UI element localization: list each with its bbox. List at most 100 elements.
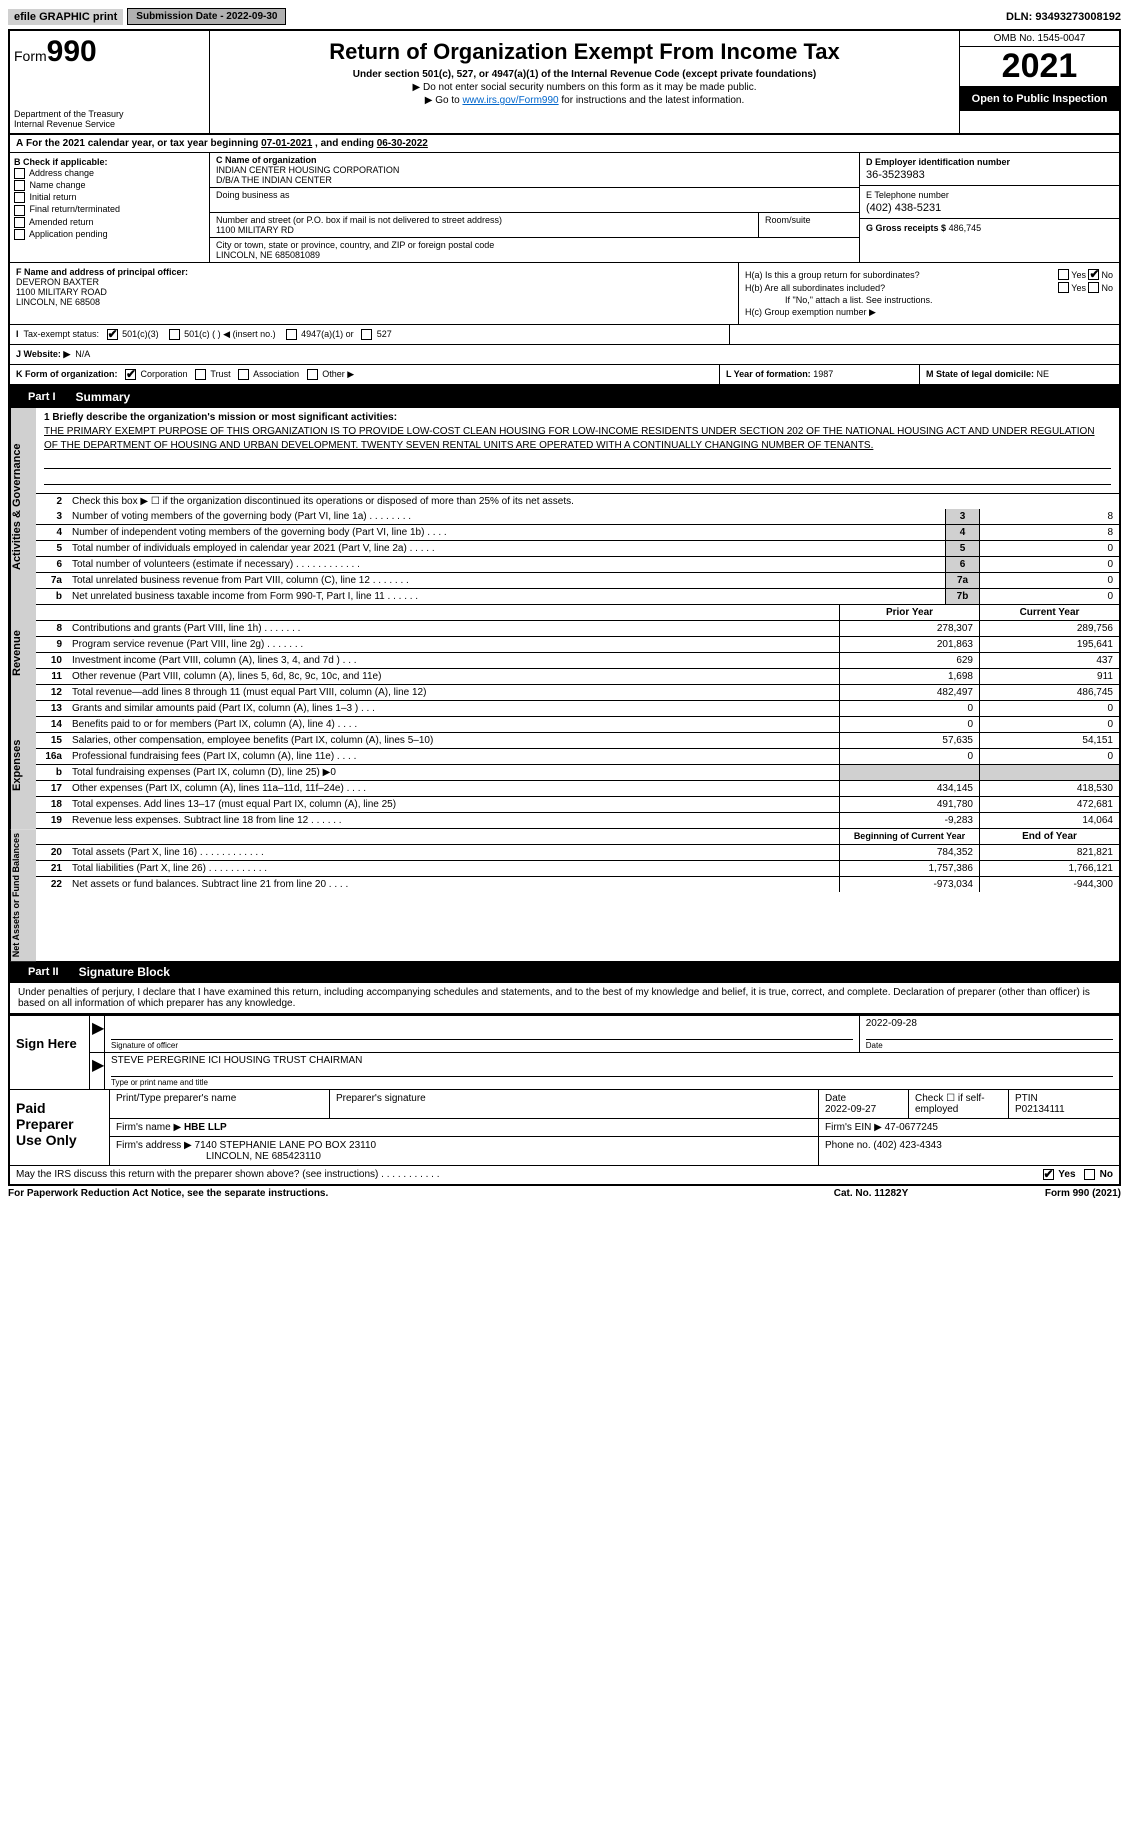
chk-amended[interactable] (14, 217, 25, 228)
vert-netassets: Net Assets or Fund Balances (10, 829, 36, 961)
section-j: J Website: ▶ N/A (10, 345, 1119, 365)
hdr-begin-year: Beginning of Current Year (839, 829, 979, 844)
org-dba: D/B/A THE INDIAN CENTER (216, 175, 853, 185)
chk-initial-return[interactable] (14, 192, 25, 203)
year-formation: 1987 (813, 369, 833, 379)
chk-assoc[interactable] (238, 369, 249, 380)
chk-hb-yes[interactable] (1058, 282, 1069, 293)
section-f: F Name and address of principal officer:… (10, 263, 739, 324)
ein-value: 36-3523983 (866, 169, 1113, 181)
gross-receipts: 486,745 (949, 223, 982, 233)
line13-prior: 0 (839, 701, 979, 716)
line14-curr: 0 (979, 717, 1119, 732)
chk-discuss-yes[interactable] (1043, 1169, 1054, 1180)
officer-name: DEVERON BAXTER (16, 277, 99, 287)
governance-block: Activities & Governance 1 Briefly descri… (10, 408, 1119, 605)
chk-application-pending[interactable] (14, 229, 25, 240)
line10-prior: 629 (839, 653, 979, 668)
line19-curr: 14,064 (979, 813, 1119, 828)
firm-addr1: 7140 STEPHANIE LANE PO BOX 23110 (195, 1140, 377, 1151)
line12-curr: 486,745 (979, 685, 1119, 700)
topbar: efile GRAPHIC print Submission Date - 20… (8, 8, 1121, 25)
dept-label: Department of the Treasury (14, 109, 205, 119)
chk-501c[interactable] (169, 329, 180, 340)
section-b: B Check if applicable: Address change Na… (10, 153, 210, 262)
chk-address-change[interactable] (14, 168, 25, 179)
line20-prior: 784,352 (839, 845, 979, 860)
line5-val: 0 (979, 541, 1119, 556)
line13-curr: 0 (979, 701, 1119, 716)
line8-curr: 289,756 (979, 621, 1119, 636)
chk-501c3[interactable] (107, 329, 118, 340)
line16a-curr: 0 (979, 749, 1119, 764)
form-title: Return of Organization Exempt From Incom… (214, 39, 955, 65)
line10-curr: 437 (979, 653, 1119, 668)
vert-governance: Activities & Governance (10, 408, 36, 605)
declaration-text: Under penalties of perjury, I declare th… (10, 983, 1119, 1014)
chk-other[interactable] (307, 369, 318, 380)
chk-trust[interactable] (195, 369, 206, 380)
org-name: INDIAN CENTER HOUSING CORPORATION (216, 165, 853, 175)
line20-curr: 821,821 (979, 845, 1119, 860)
omb-label: OMB No. 1545-0047 (960, 31, 1119, 47)
officer-typed-name: STEVE PEREGRINE ICI HOUSING TRUST CHAIRM… (111, 1055, 1113, 1066)
org-street: 1100 MILITARY RD (216, 225, 752, 235)
line11-curr: 911 (979, 669, 1119, 684)
hdr-current-year: Current Year (979, 605, 1119, 620)
header-mid: Return of Organization Exempt From Incom… (210, 31, 959, 133)
chk-name-change[interactable] (14, 180, 25, 191)
section-d-e-g: D Employer identification number 36-3523… (859, 153, 1119, 262)
chk-final-return[interactable] (14, 205, 25, 216)
line21-curr: 1,766,121 (979, 861, 1119, 876)
chk-ha-yes[interactable] (1058, 269, 1069, 280)
line9-curr: 195,641 (979, 637, 1119, 652)
line15-curr: 54,151 (979, 733, 1119, 748)
chk-discuss-no[interactable] (1084, 1169, 1095, 1180)
firm-phone: (402) 423-4343 (873, 1140, 941, 1151)
year-begin: 07-01-2021 (261, 138, 312, 149)
chk-corp[interactable] (125, 369, 136, 380)
header-left: Form990 Department of the Treasury Inter… (10, 31, 210, 133)
vert-revenue: Revenue (10, 605, 36, 701)
line21-prior: 1,757,386 (839, 861, 979, 876)
paid-preparer-block: Paid Preparer Use Only Print/Type prepar… (10, 1089, 1119, 1165)
line17-prior: 434,145 (839, 781, 979, 796)
line9-prior: 201,863 (839, 637, 979, 652)
header-right: OMB No. 1545-0047 2021 Open to Public In… (959, 31, 1119, 133)
discuss-row: May the IRS discuss this return with the… (10, 1165, 1119, 1183)
sign-here-label: Sign Here (10, 1016, 90, 1089)
line16b-curr (979, 765, 1119, 780)
line15-prior: 57,635 (839, 733, 979, 748)
line12-prior: 482,497 (839, 685, 979, 700)
arrow-icon: ▶ (90, 1016, 104, 1052)
line4-val: 8 (979, 525, 1119, 540)
submission-date-button[interactable]: Submission Date - 2022-09-30 (127, 8, 286, 25)
firm-addr2: LINCOLN, NE 685423110 (206, 1151, 321, 1162)
form-number: 990 (47, 35, 97, 68)
revenue-block: Revenue Prior Year Current Year 8Contrib… (10, 605, 1119, 701)
firm-name: HBE LLP (184, 1122, 227, 1133)
open-public-badge: Open to Public Inspection (960, 87, 1119, 111)
hdr-prior-year: Prior Year (839, 605, 979, 620)
cat-no: Cat. No. 11282Y (771, 1188, 971, 1199)
chk-ha-no[interactable] (1088, 269, 1099, 280)
line11-prior: 1,698 (839, 669, 979, 684)
line8-prior: 278,307 (839, 621, 979, 636)
line3-val: 8 (979, 509, 1119, 524)
line16a-prior: 0 (839, 749, 979, 764)
line18-curr: 472,681 (979, 797, 1119, 812)
line18-prior: 491,780 (839, 797, 979, 812)
org-city: LINCOLN, NE 685081089 (216, 250, 853, 260)
irs-link[interactable]: www.irs.gov/Form990 (462, 95, 558, 106)
form-subtitle: Under section 501(c), 527, or 4947(a)(1)… (214, 69, 955, 80)
website-value: N/A (75, 349, 90, 359)
line7a-val: 0 (979, 573, 1119, 588)
chk-hb-no[interactable] (1088, 282, 1099, 293)
part-1-header: Part I Summary (10, 386, 1119, 408)
chk-527[interactable] (361, 329, 372, 340)
state-domicile: NE (1037, 369, 1050, 379)
chk-4947[interactable] (286, 329, 297, 340)
section-c: C Name of organization INDIAN CENTER HOU… (210, 153, 859, 262)
sign-date: 2022-09-28 (866, 1018, 1113, 1029)
note-ssn: ▶ Do not enter social security numbers o… (214, 82, 955, 93)
